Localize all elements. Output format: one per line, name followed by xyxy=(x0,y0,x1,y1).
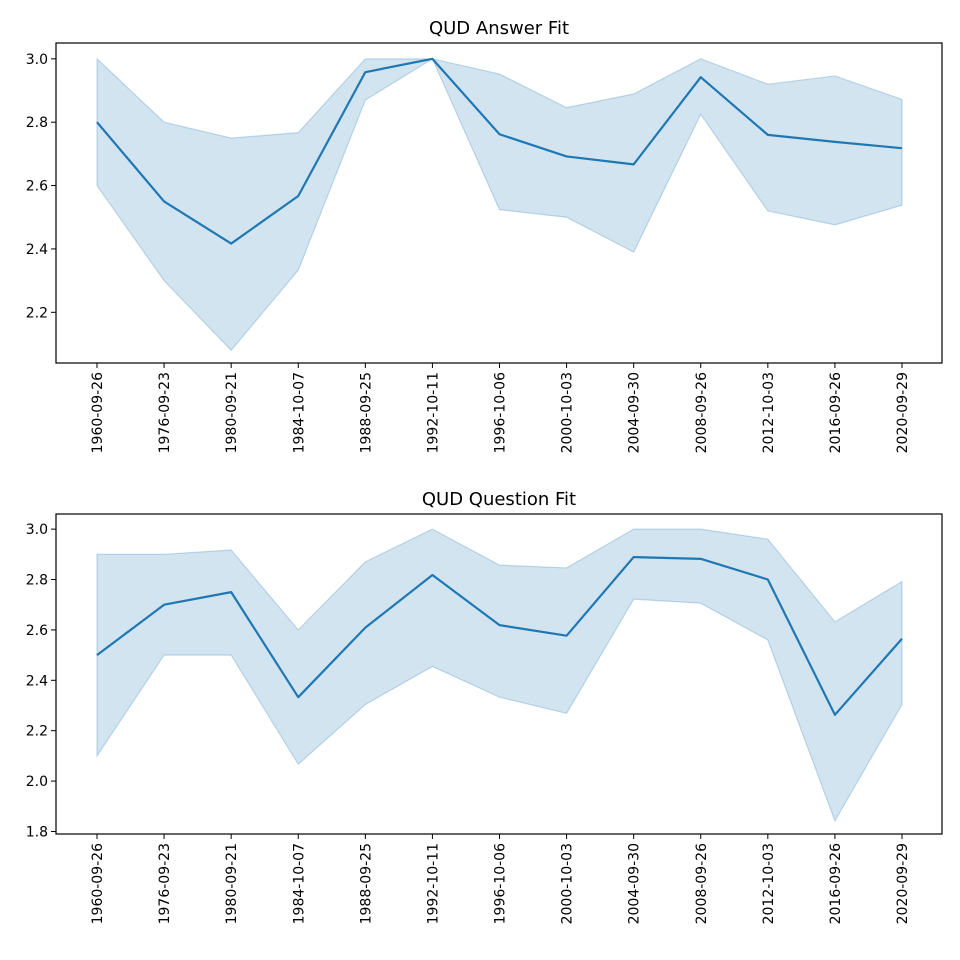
y-tick-label: 2.6 xyxy=(26,179,48,195)
x-tick-label: 1984-10-07 xyxy=(291,843,307,924)
x-tick-label: 1996-10-06 xyxy=(493,372,509,453)
data-point xyxy=(296,695,300,699)
x-tick-label: 2012-10-03 xyxy=(761,843,777,924)
data-point xyxy=(900,637,904,641)
x-tick-label: 2012-10-03 xyxy=(761,372,777,453)
x-tick-label: 1988-09-25 xyxy=(358,843,374,924)
x-tick-label: 1960-09-26 xyxy=(90,843,106,924)
y-tick-label: 1.8 xyxy=(26,824,48,840)
x-tick-label: 1992-10-11 xyxy=(425,843,441,924)
x-tick-label: 1976-09-23 xyxy=(157,843,173,924)
y-tick-label: 2.6 xyxy=(26,623,48,639)
x-tick-label: 2020-09-29 xyxy=(895,843,911,924)
x-tick-label: 1976-09-23 xyxy=(157,372,173,453)
x-tick-label: 1984-10-07 xyxy=(291,372,307,453)
data-point xyxy=(900,146,904,150)
x-tick-label: 2004-09-30 xyxy=(627,372,643,453)
confidence-band xyxy=(96,57,903,352)
x-tick-label: 1980-09-21 xyxy=(224,372,240,453)
x-tick-label: 2008-09-26 xyxy=(694,372,710,453)
confidence-band xyxy=(96,528,903,823)
x-tick-label: 1980-09-21 xyxy=(224,843,240,924)
data-point xyxy=(632,162,636,166)
y-tick-label: 2.2 xyxy=(26,305,48,321)
y-tick-label: 2.2 xyxy=(26,724,48,740)
x-tick-label: 2008-09-26 xyxy=(694,843,710,924)
data-point xyxy=(95,120,99,124)
x-tick-label: 2004-09-30 xyxy=(627,843,643,924)
x-tick-label: 2016-09-26 xyxy=(828,843,844,924)
data-point xyxy=(296,194,300,198)
x-tick-label: 2000-10-03 xyxy=(560,843,576,924)
data-point xyxy=(363,626,367,630)
data-point xyxy=(833,140,837,144)
y-tick-label: 3.0 xyxy=(26,52,48,68)
series-line xyxy=(96,57,903,245)
data-point xyxy=(229,590,233,594)
data-point xyxy=(95,653,99,657)
x-tick-label: 2000-10-03 xyxy=(560,372,576,453)
y-tick-label: 2.0 xyxy=(26,774,48,790)
x-tick-label: 1992-10-11 xyxy=(425,372,441,453)
x-tick-label: 2016-09-26 xyxy=(828,372,844,453)
data-point xyxy=(699,75,703,79)
x-tick-label: 1996-10-06 xyxy=(493,843,509,924)
data-point xyxy=(632,555,636,559)
y-tick-label: 2.4 xyxy=(26,673,48,689)
question-fit-panel: QUD Question Fit 1.8 2.0 2.2 2.4 2.6 2.8 3.0 19… xyxy=(26,489,943,924)
data-point xyxy=(766,133,770,137)
data-point xyxy=(229,242,233,246)
y-tick-label: 2.4 xyxy=(26,242,48,258)
x-tick-label: 1988-09-25 xyxy=(358,372,374,453)
data-point xyxy=(162,199,166,203)
series-line xyxy=(96,555,903,716)
data-point xyxy=(498,623,502,627)
data-point xyxy=(498,132,502,136)
data-point xyxy=(430,573,434,577)
y-tick-label: 2.8 xyxy=(26,573,48,589)
data-point xyxy=(699,557,703,561)
x-tick-label: 2020-09-29 xyxy=(895,372,911,453)
chart-title: QUD Answer Fit xyxy=(429,18,569,39)
x-tick-label: 1960-09-26 xyxy=(90,372,106,453)
data-point xyxy=(766,578,770,582)
y-tick-label: 3.0 xyxy=(26,522,48,538)
data-point xyxy=(363,70,367,74)
data-point xyxy=(565,154,569,158)
chart-title: QUD Question Fit xyxy=(422,489,576,510)
data-point xyxy=(162,603,166,607)
data-point xyxy=(430,57,434,61)
answer-fit-panel: QUD Answer Fit 2.2 2.4 2.6 2.8 3.0 1960-09-26… xyxy=(26,18,943,453)
data-point xyxy=(565,634,569,638)
y-tick-label: 2.8 xyxy=(26,115,48,131)
data-point xyxy=(833,713,837,717)
